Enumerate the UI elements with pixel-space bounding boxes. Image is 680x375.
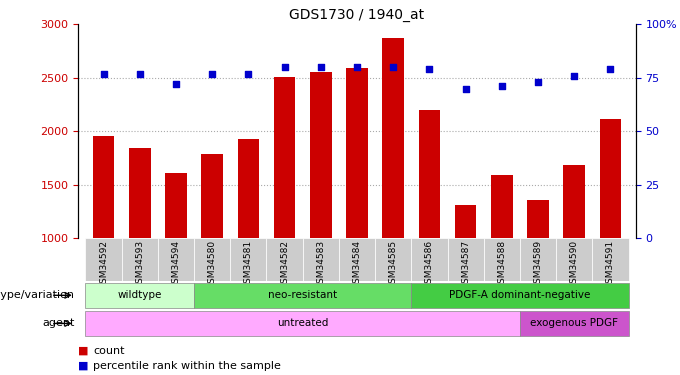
Point bbox=[316, 64, 326, 70]
Text: GSM34587: GSM34587 bbox=[461, 240, 470, 290]
Text: GSM34586: GSM34586 bbox=[425, 240, 434, 290]
Text: GSM34592: GSM34592 bbox=[99, 240, 108, 289]
Bar bbox=[520, 311, 628, 336]
Bar bbox=[382, 38, 404, 238]
Bar bbox=[600, 120, 622, 238]
Text: exogenous PDGF: exogenous PDGF bbox=[530, 318, 618, 328]
Bar bbox=[86, 311, 520, 336]
Text: GSM34590: GSM34590 bbox=[570, 240, 579, 290]
Point bbox=[98, 70, 109, 76]
Bar bbox=[231, 238, 267, 281]
Point bbox=[496, 83, 507, 89]
Text: percentile rank within the sample: percentile rank within the sample bbox=[93, 361, 281, 370]
Bar bbox=[92, 135, 114, 238]
Text: GSM34593: GSM34593 bbox=[135, 240, 144, 290]
Bar bbox=[592, 238, 628, 281]
Text: GSM34580: GSM34580 bbox=[207, 240, 217, 290]
Bar bbox=[520, 238, 556, 281]
Point bbox=[171, 81, 182, 87]
Text: GSM34588: GSM34588 bbox=[497, 240, 507, 290]
Bar bbox=[86, 238, 122, 281]
Bar bbox=[375, 238, 411, 281]
Bar bbox=[158, 238, 194, 281]
Point bbox=[568, 73, 579, 79]
Text: neo-resistant: neo-resistant bbox=[268, 290, 337, 300]
Bar bbox=[122, 238, 158, 281]
Point bbox=[532, 79, 543, 85]
Text: PDGF-A dominant-negative: PDGF-A dominant-negative bbox=[449, 290, 591, 300]
Point bbox=[279, 64, 290, 70]
Bar bbox=[564, 165, 585, 238]
Point bbox=[352, 64, 362, 70]
Bar bbox=[447, 238, 483, 281]
Bar bbox=[346, 68, 368, 238]
Title: GDS1730 / 1940_at: GDS1730 / 1940_at bbox=[290, 8, 424, 22]
Bar bbox=[129, 148, 150, 238]
Text: GSM34589: GSM34589 bbox=[534, 240, 543, 290]
Bar bbox=[556, 238, 592, 281]
Point bbox=[460, 86, 471, 92]
Text: untreated: untreated bbox=[277, 318, 328, 328]
Bar bbox=[527, 200, 549, 238]
Bar bbox=[411, 238, 447, 281]
Text: GSM34594: GSM34594 bbox=[171, 240, 180, 289]
Text: agent: agent bbox=[42, 318, 75, 328]
Text: ■: ■ bbox=[78, 346, 92, 355]
Text: GSM34591: GSM34591 bbox=[606, 240, 615, 290]
Bar bbox=[303, 238, 339, 281]
Bar bbox=[274, 77, 295, 238]
Point bbox=[388, 64, 398, 70]
Bar bbox=[267, 238, 303, 281]
Bar bbox=[483, 238, 520, 281]
Bar bbox=[455, 205, 477, 238]
Bar bbox=[201, 154, 223, 238]
Text: genotype/variation: genotype/variation bbox=[0, 290, 75, 300]
Text: GSM34584: GSM34584 bbox=[352, 240, 362, 289]
Bar bbox=[491, 175, 513, 238]
Bar bbox=[411, 283, 628, 308]
Point bbox=[135, 70, 146, 76]
Text: GSM34581: GSM34581 bbox=[244, 240, 253, 290]
Bar bbox=[194, 238, 231, 281]
Bar bbox=[419, 110, 440, 238]
Bar bbox=[86, 283, 194, 308]
Text: ■: ■ bbox=[78, 361, 92, 370]
Text: count: count bbox=[93, 346, 124, 355]
Bar bbox=[310, 72, 332, 238]
Point bbox=[424, 66, 435, 72]
Text: GSM34585: GSM34585 bbox=[389, 240, 398, 290]
Point bbox=[243, 70, 254, 76]
Point bbox=[207, 70, 218, 76]
Text: GSM34583: GSM34583 bbox=[316, 240, 325, 290]
Bar bbox=[339, 238, 375, 281]
Text: wildtype: wildtype bbox=[118, 290, 162, 300]
Text: GSM34582: GSM34582 bbox=[280, 240, 289, 289]
Point bbox=[605, 66, 616, 72]
Bar bbox=[194, 283, 411, 308]
Bar bbox=[237, 139, 259, 238]
Bar bbox=[165, 173, 187, 238]
